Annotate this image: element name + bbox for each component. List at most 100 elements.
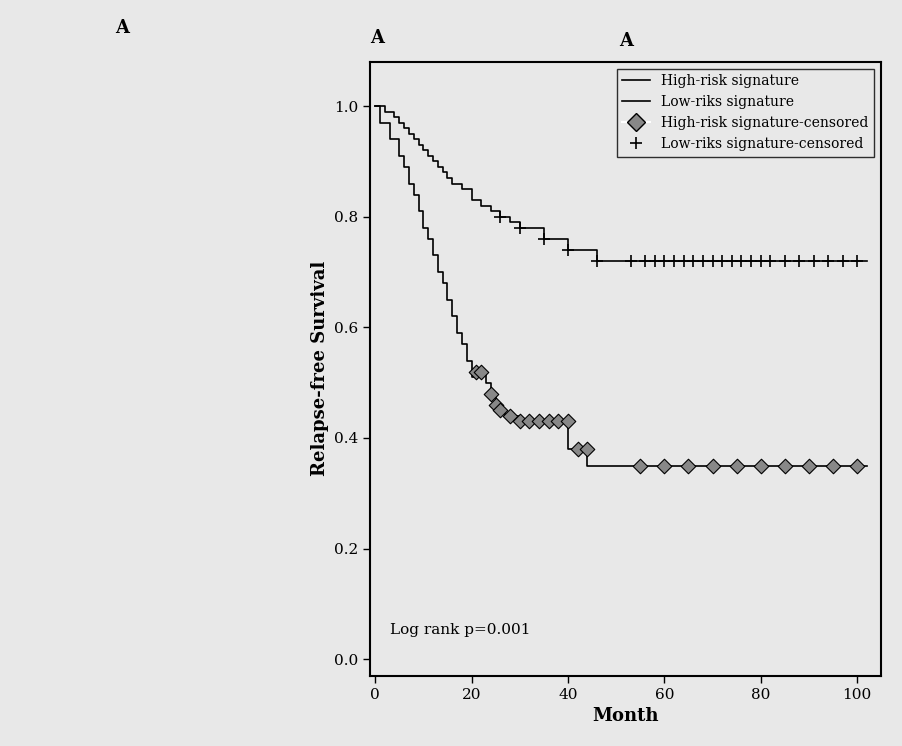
Low-riks signature [485,207,496,216]
High-risk signature [432,268,443,277]
High-risk signature [524,417,535,426]
Text: Log rank p=0.001: Log rank p=0.001 [390,623,530,637]
Low-riks signature-censored [676,255,691,267]
High-risk signature [461,356,472,365]
High-risk signature-censored [850,460,864,471]
High-risk signature-censored [580,443,594,455]
Text: A: A [115,19,129,37]
Text: A: A [619,31,633,49]
High-risk signature-censored [493,404,508,416]
Low-riks signature-censored [648,255,662,267]
Low-riks signature-censored [753,255,768,267]
Low-riks signature [418,145,428,154]
High-risk signature [611,461,621,470]
Low-riks signature [456,184,467,193]
High-risk signature [553,417,564,426]
Low-riks signature-censored [667,255,681,267]
Low-riks signature-censored [561,244,575,256]
High-risk signature [423,234,434,243]
Low-riks signature-censored [537,233,551,245]
Low-riks signature [505,218,516,227]
High-risk signature [505,411,516,420]
High-risk signature [409,190,419,199]
Low-riks signature-censored [686,255,701,267]
High-risk signature [466,373,477,382]
High-risk signature-censored [541,416,556,427]
Low-riks signature [409,135,419,144]
High-risk signature-censored [483,388,498,400]
Low-riks signature [413,140,424,149]
High-risk signature-censored [474,366,488,377]
Low-riks signature-censored [695,255,710,267]
High-risk signature [437,278,448,287]
High-risk signature-censored [503,410,518,421]
High-risk signature [543,417,554,426]
Low-riks signature-censored [778,255,792,267]
Low-riks signature-censored [638,255,652,267]
High-risk signature-censored [551,416,566,427]
Text: A: A [371,29,384,48]
Low-riks signature [428,157,438,166]
High-risk signature [418,223,428,232]
High-risk signature-censored [489,399,503,411]
Low-riks signature [394,118,405,127]
Low-riks signature [446,179,457,188]
Low-riks signature-censored [850,255,864,267]
Low-riks signature [466,195,477,204]
High-risk signature [471,367,482,376]
High-risk signature [495,406,506,415]
High-risk signature [374,118,385,127]
Y-axis label: Relapse-free Survival: Relapse-free Survival [311,261,328,477]
High-risk signature [500,411,511,420]
High-risk signature [582,461,593,470]
High-risk signature [514,417,525,426]
High-risk signature-censored [778,460,792,471]
Line: High-risk signature: High-risk signature [375,106,867,466]
Low-riks signature [370,101,381,110]
X-axis label: Month: Month [593,707,659,725]
Low-riks signature-censored [705,255,720,267]
Low-riks signature-censored [724,255,739,267]
Low-riks signature [442,174,453,183]
Low-riks signature [389,113,400,122]
Low-riks signature [437,168,448,177]
Low-riks signature-censored [734,255,749,267]
Low-riks signature-censored [792,255,806,267]
Low-riks signature-censored [744,255,759,267]
Low-riks signature [423,151,434,160]
High-risk signature [572,445,583,454]
Low-riks signature-censored [806,255,821,267]
Low-riks signature [514,223,525,232]
Low-riks signature [399,124,410,133]
Legend: High-risk signature, Low-riks signature, High-risk signature-censored, Low-riks : High-risk signature, Low-riks signature,… [617,69,874,157]
High-risk signature-censored [633,460,648,471]
High-risk signature [428,251,438,260]
High-risk signature-censored [570,443,584,455]
High-risk signature-censored [522,416,537,427]
High-risk signature [475,367,486,376]
Low-riks signature-censored [623,255,638,267]
Low-riks signature [538,234,549,243]
High-risk signature-censored [512,416,527,427]
High-risk signature [370,101,381,110]
Low-riks signature-censored [657,255,671,267]
High-risk signature [394,151,405,160]
High-risk signature [861,461,872,470]
High-risk signature [485,389,496,398]
High-risk signature [403,179,414,188]
High-risk signature [563,445,574,454]
High-risk signature [413,207,424,216]
Low-riks signature-censored [763,255,778,267]
Low-riks signature-censored [590,255,604,267]
Low-riks signature-censored [715,255,730,267]
Low-riks signature-censored [835,255,850,267]
High-risk signature-censored [469,366,483,377]
Low-riks signature-censored [512,222,527,233]
High-risk signature-censored [825,460,840,471]
High-risk signature [399,163,410,172]
High-risk signature-censored [753,460,768,471]
High-risk signature [456,339,467,348]
High-risk signature [442,295,453,304]
High-risk signature-censored [802,460,816,471]
High-risk signature-censored [730,460,744,471]
